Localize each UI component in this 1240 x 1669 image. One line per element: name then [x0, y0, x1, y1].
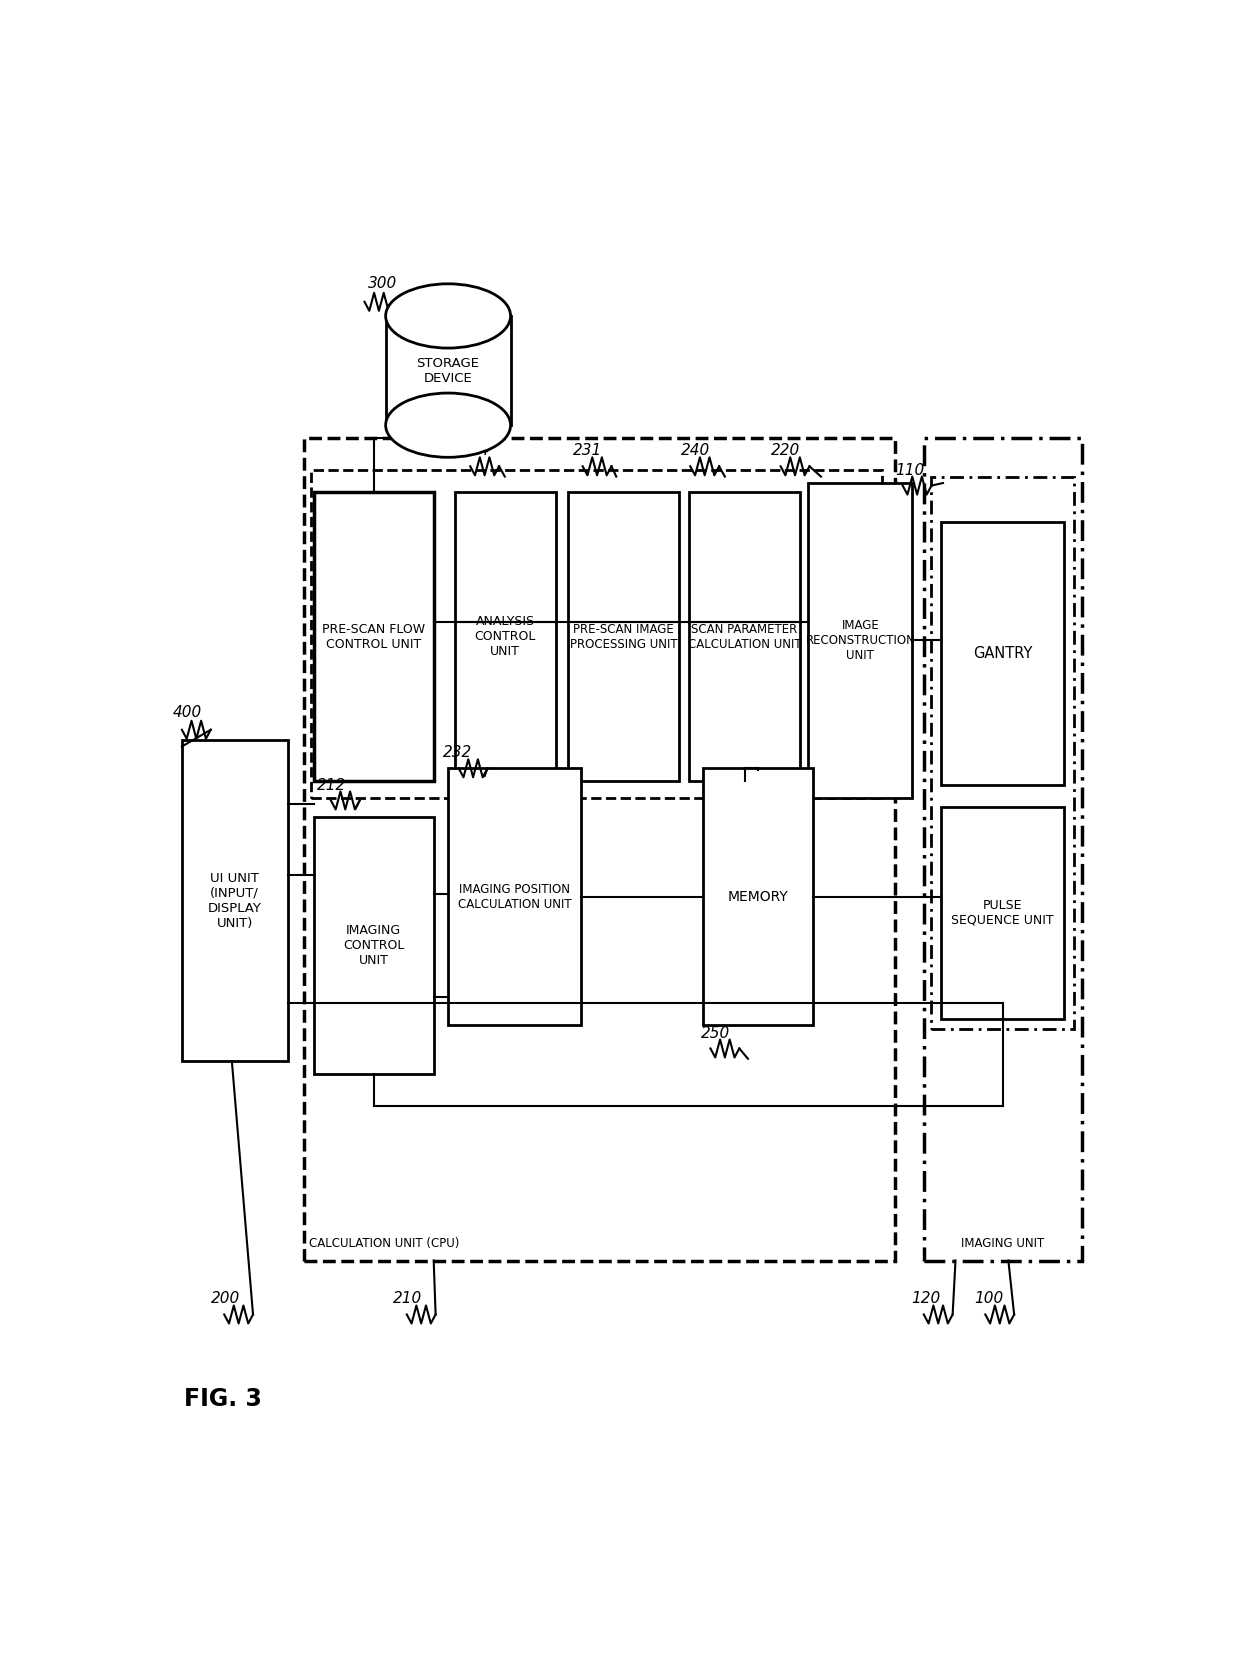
FancyBboxPatch shape — [703, 768, 813, 1025]
FancyBboxPatch shape — [314, 818, 434, 1075]
FancyBboxPatch shape — [568, 492, 678, 781]
FancyBboxPatch shape — [689, 492, 800, 781]
FancyBboxPatch shape — [931, 477, 1074, 1030]
Text: 210: 210 — [393, 1290, 423, 1305]
Text: 300: 300 — [368, 275, 398, 290]
FancyBboxPatch shape — [448, 768, 580, 1025]
Text: 214: 214 — [460, 442, 490, 457]
Text: MEMORY: MEMORY — [728, 890, 789, 905]
FancyBboxPatch shape — [808, 482, 913, 798]
Bar — [386, 315, 511, 426]
Text: 231: 231 — [573, 442, 603, 457]
Text: FIG. 3: FIG. 3 — [184, 1387, 262, 1410]
FancyBboxPatch shape — [304, 437, 895, 1260]
Text: IMAGING POSITION
CALCULATION UNIT: IMAGING POSITION CALCULATION UNIT — [458, 883, 572, 911]
Text: ANALYSIS
CONTROL
UNIT: ANALYSIS CONTROL UNIT — [475, 616, 536, 658]
Text: UI UNIT
(INPUT/
DISPLAY
UNIT): UI UNIT (INPUT/ DISPLAY UNIT) — [208, 871, 262, 930]
FancyBboxPatch shape — [941, 521, 1064, 784]
Text: IMAGING UNIT: IMAGING UNIT — [961, 1237, 1045, 1250]
FancyBboxPatch shape — [314, 492, 434, 781]
Text: IMAGING
CONTROL
UNIT: IMAGING CONTROL UNIT — [343, 925, 404, 966]
FancyBboxPatch shape — [455, 492, 556, 781]
Text: PULSE
SEQUENCE UNIT: PULSE SEQUENCE UNIT — [951, 900, 1054, 926]
Text: 220: 220 — [771, 442, 800, 457]
FancyBboxPatch shape — [182, 739, 288, 1061]
Text: PRE-SCAN FLOW
CONTROL UNIT: PRE-SCAN FLOW CONTROL UNIT — [322, 623, 425, 651]
Text: 400: 400 — [172, 704, 202, 719]
Text: CALCULATION UNIT (CPU): CALCULATION UNIT (CPU) — [309, 1237, 459, 1250]
Text: 200: 200 — [211, 1290, 241, 1305]
Text: 100: 100 — [973, 1290, 1003, 1305]
FancyBboxPatch shape — [941, 806, 1064, 1018]
FancyBboxPatch shape — [924, 437, 1083, 1260]
Ellipse shape — [386, 394, 511, 457]
Text: 250: 250 — [701, 1026, 730, 1041]
FancyBboxPatch shape — [311, 471, 883, 798]
Text: GANTRY: GANTRY — [973, 646, 1032, 661]
Text: 240: 240 — [681, 442, 711, 457]
Text: STORAGE
DEVICE: STORAGE DEVICE — [417, 357, 480, 384]
Text: 110: 110 — [895, 464, 924, 479]
Ellipse shape — [386, 284, 511, 349]
Text: 212: 212 — [316, 778, 346, 793]
Text: IMAGE
RECONSTRUCTION
UNIT: IMAGE RECONSTRUCTION UNIT — [806, 619, 915, 663]
Text: 120: 120 — [911, 1290, 941, 1305]
Text: PRE-SCAN IMAGE
PROCESSING UNIT: PRE-SCAN IMAGE PROCESSING UNIT — [569, 623, 677, 651]
Text: SCAN PARAMETER
CALCULATION UNIT: SCAN PARAMETER CALCULATION UNIT — [688, 623, 801, 651]
Text: 232: 232 — [444, 744, 472, 759]
